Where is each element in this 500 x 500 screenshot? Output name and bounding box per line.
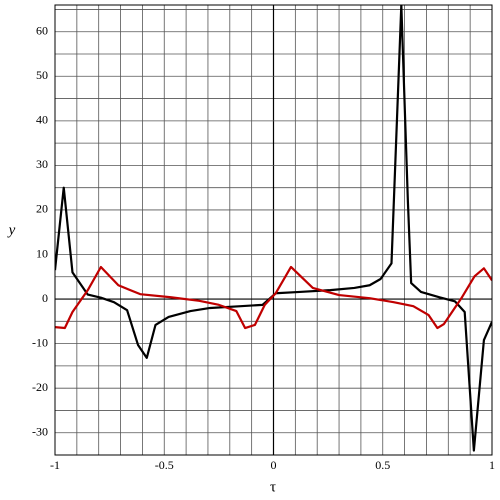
x-tick-label: -1 (50, 458, 60, 472)
y-tick-label: 0 (42, 291, 48, 305)
grid (54, 5, 493, 455)
y-axis-title: y (7, 222, 16, 238)
plot-frame (54, 4, 493, 456)
y-tick-label: 10 (36, 246, 48, 260)
y-tick-label: 20 (36, 202, 48, 216)
y-tick-label: 60 (36, 23, 48, 37)
x-axis-title: τ (270, 479, 276, 495)
x-tick-label: -0.5 (155, 458, 174, 472)
x-tick-label: 0.5 (375, 458, 390, 472)
y-tick-label: 40 (36, 113, 48, 127)
plot-area (55, 5, 492, 452)
data-line (55, 265, 492, 330)
y-tick-label: -30 (32, 424, 48, 438)
y-tick-label: -10 (32, 335, 48, 349)
data-line (55, 5, 492, 452)
y-tick-label: -20 (32, 380, 48, 394)
x-tick-label: 0 (271, 458, 277, 472)
x-tick-label: 1 (489, 458, 495, 472)
y-tick-label: 30 (36, 157, 48, 171)
y-tick-label: 50 (36, 68, 48, 82)
